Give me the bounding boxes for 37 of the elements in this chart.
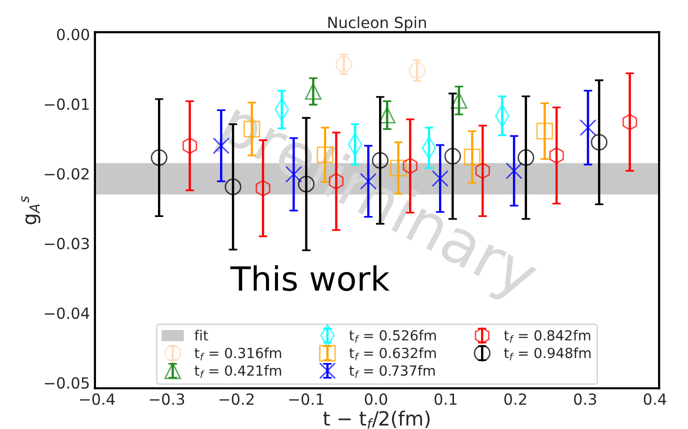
point <box>622 114 638 130</box>
x-tick-label: 0.4 <box>644 393 666 405</box>
legend-label: t$_{f}$ = 0.842fm <box>504 330 590 343</box>
y-tick-label: −0.02 <box>44 168 89 180</box>
legend-label: t$_{f}$ = 0.526fm <box>349 330 436 343</box>
x-axis-title: t − t$_{f}$/2(fm) <box>323 410 430 429</box>
x-tick-label: −0.1 <box>289 393 324 405</box>
point <box>549 147 564 164</box>
legend-label: t$_{f}$ = 0.316fm <box>194 347 282 360</box>
legend-label: t$_{f}$ = 0.948fm <box>504 347 591 360</box>
point <box>590 134 608 151</box>
point <box>336 56 352 73</box>
y-axis-title: g$_{A}$$^{s}$ <box>21 196 40 224</box>
x-tick-label: 0.0 <box>364 393 388 405</box>
point <box>408 62 426 79</box>
y-tick-label: −0.05 <box>44 377 89 389</box>
point <box>450 92 468 109</box>
point <box>304 83 322 100</box>
point <box>536 122 554 140</box>
x-tick-label: −0.2 <box>220 393 254 405</box>
legend-label: t$_{f}$ = 0.421fm <box>194 365 282 378</box>
y-tick-label: −0.03 <box>44 238 89 250</box>
x-tick-label: 0.2 <box>504 393 526 405</box>
x-tick-label: 0.3 <box>574 393 596 405</box>
point <box>150 149 168 166</box>
legend-label: t$_{f}$ = 0.737fm <box>349 365 435 378</box>
x-tick-label: −0.3 <box>150 393 184 405</box>
x-tick-label: 0.1 <box>434 393 456 405</box>
point <box>580 119 596 136</box>
y-tick-label: −0.04 <box>44 307 90 320</box>
legend-label: t$_{f}$ = 0.632fm <box>349 347 436 360</box>
x-tick-label: −0.4 <box>80 393 115 405</box>
point <box>182 137 198 154</box>
legend-label: fit <box>194 330 208 340</box>
y-tick-label: −0.01 <box>44 98 89 110</box>
chart-title: Nucleon Spin <box>328 16 426 32</box>
y-tick-label: 0.00 <box>57 28 90 40</box>
